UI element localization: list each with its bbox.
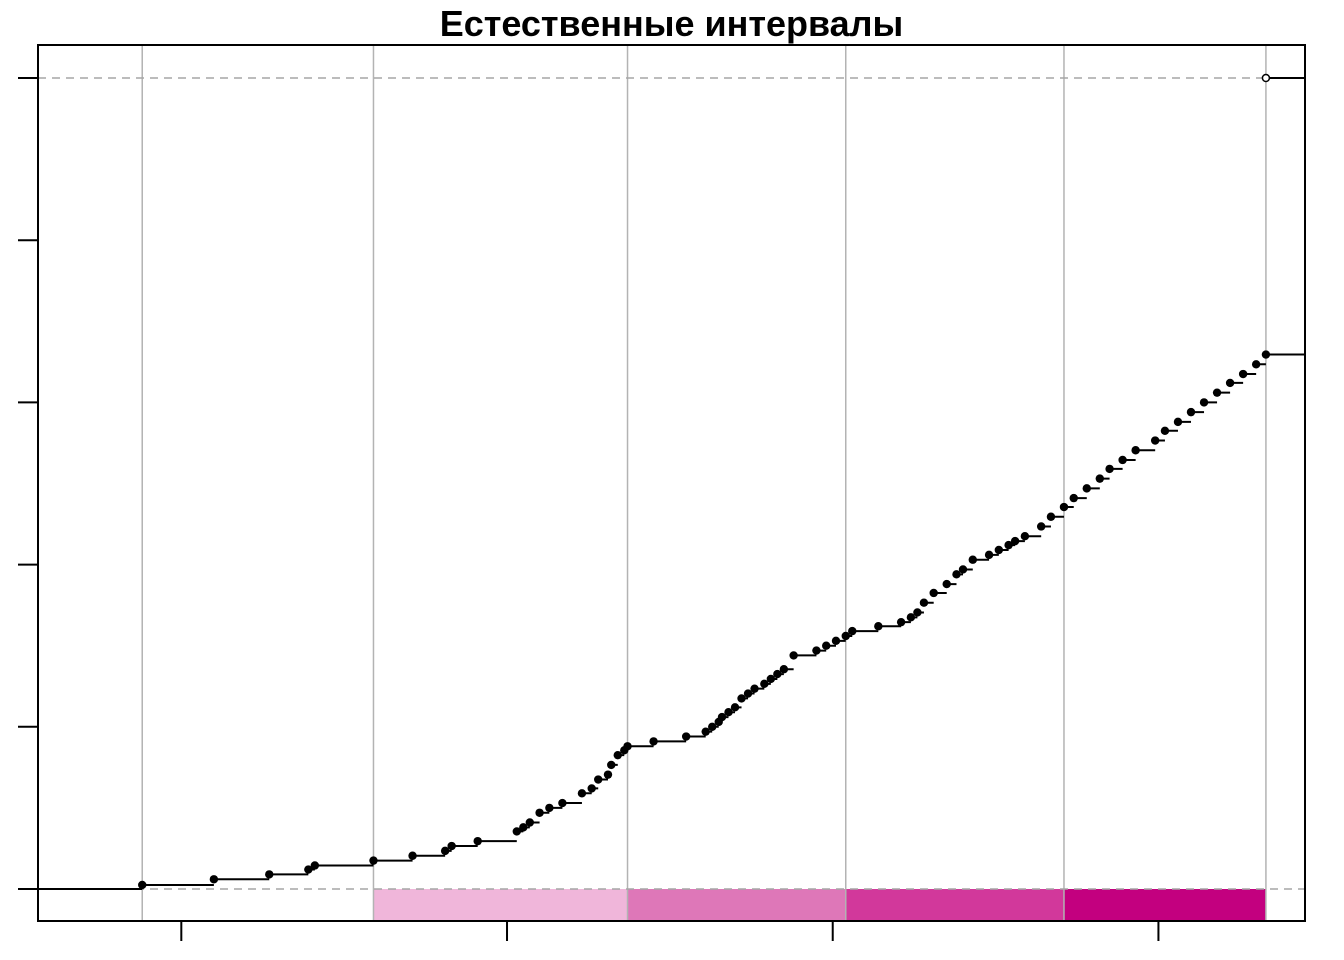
ecdf-point-51 bbox=[929, 588, 938, 598]
class-fill-5 bbox=[1063, 889, 1266, 921]
ecdf-point-5 bbox=[310, 861, 320, 870]
ecdf-point-79 bbox=[1261, 350, 1271, 359]
ecdf-point-19 bbox=[594, 775, 603, 784]
ecdf-step-line bbox=[38, 77, 1305, 890]
ecdf-point-66 bbox=[1095, 474, 1105, 483]
class-fill-2 bbox=[373, 889, 628, 921]
ecdf-point-21 bbox=[607, 760, 616, 770]
ecdf-point-16 bbox=[558, 798, 567, 808]
ecdf-point-39 bbox=[779, 665, 789, 674]
ecdf-point-7 bbox=[408, 851, 417, 860]
reference-lines bbox=[38, 77, 1305, 890]
ecdf-point-71 bbox=[1160, 426, 1170, 435]
ecdf-point-59 bbox=[1010, 536, 1020, 546]
ecdf-point-38 bbox=[773, 669, 782, 679]
ecdf-point-28 bbox=[708, 722, 717, 731]
plot-frame bbox=[37, 44, 1306, 922]
ecdf-point-18 bbox=[587, 784, 596, 793]
ecdf-point-70 bbox=[1150, 436, 1160, 445]
ecdf-point-13 bbox=[525, 818, 535, 827]
ecdf-point-62 bbox=[1046, 512, 1056, 521]
class-fill-layer bbox=[142, 889, 1266, 921]
ecdf-point-48 bbox=[906, 613, 916, 622]
ecdf-point-3 bbox=[265, 870, 274, 879]
ecdf-point-53 bbox=[952, 570, 961, 579]
ecdf-point-27 bbox=[701, 727, 710, 736]
ecdf-point-65 bbox=[1082, 484, 1091, 493]
ecdf-points bbox=[138, 73, 1271, 890]
ecdf-point-10 bbox=[473, 836, 482, 846]
ecdf-point-67 bbox=[1105, 464, 1114, 474]
ecdf-point-44 bbox=[841, 631, 850, 641]
ecdf-point-24 bbox=[623, 742, 632, 751]
ecdf-point-25 bbox=[649, 737, 658, 746]
ecdf-point-26 bbox=[681, 732, 691, 741]
ecdf-point-20 bbox=[603, 770, 613, 779]
ecdf-point-69 bbox=[1131, 446, 1140, 455]
ecdf-point-78 bbox=[1251, 360, 1261, 369]
ecdf-point-49 bbox=[913, 608, 922, 617]
ecdf-point-56 bbox=[984, 550, 994, 560]
ecdf-point-75 bbox=[1212, 388, 1222, 397]
ecdf-point-12 bbox=[519, 823, 528, 832]
ecdf-point-74 bbox=[1199, 398, 1209, 407]
ecdf-end-point bbox=[1261, 73, 1271, 83]
ecdf-point-45 bbox=[848, 626, 857, 636]
chart-title: Естественные интервалы bbox=[440, 3, 904, 44]
ecdf-point-46 bbox=[874, 622, 883, 631]
ecdf-point-32 bbox=[730, 703, 740, 712]
ecdf-point-14 bbox=[535, 808, 544, 817]
class-fill-3 bbox=[627, 889, 846, 921]
ecdf-point-31 bbox=[724, 708, 733, 717]
ecdf-point-77 bbox=[1238, 369, 1248, 379]
ecdf-point-68 bbox=[1118, 455, 1127, 465]
class-fill-1 bbox=[142, 889, 374, 921]
ecdf-point-43 bbox=[831, 636, 841, 646]
ecdf-point-1 bbox=[138, 880, 147, 890]
ecdf-point-8 bbox=[440, 846, 450, 856]
ecdf-point-57 bbox=[994, 545, 1004, 555]
ecdf-point-30 bbox=[717, 712, 727, 722]
axes bbox=[18, 77, 1160, 941]
ecdf-point-63 bbox=[1059, 502, 1069, 512]
ecdf-point-55 bbox=[968, 555, 977, 564]
ecdf-point-54 bbox=[958, 565, 968, 574]
ecdf-point-6 bbox=[369, 856, 378, 865]
class-break-lines bbox=[141, 45, 1267, 921]
ecdf-point-22 bbox=[613, 750, 622, 760]
ecdf-point-4 bbox=[304, 865, 313, 874]
ecdf-point-52 bbox=[942, 579, 951, 589]
ecdf-point-35 bbox=[750, 684, 759, 693]
ecdf-point-58 bbox=[1004, 540, 1013, 550]
ecdf-point-9 bbox=[447, 841, 456, 851]
ecdf-point-36 bbox=[760, 679, 769, 689]
ecdf-point-47 bbox=[896, 617, 906, 627]
ecdf-point-76 bbox=[1225, 378, 1235, 388]
ecdf-point-60 bbox=[1020, 532, 1030, 541]
ecdf-point-37 bbox=[766, 674, 776, 684]
ecdf-point-72 bbox=[1173, 417, 1183, 427]
ecdf-point-2 bbox=[209, 875, 219, 884]
ecdf-point-33 bbox=[737, 694, 746, 703]
ecdf-point-41 bbox=[812, 646, 821, 655]
ecdf-point-40 bbox=[789, 651, 798, 660]
ecdf-point-17 bbox=[577, 789, 587, 798]
ecdf-point-34 bbox=[743, 689, 753, 698]
ecdf-point-64 bbox=[1069, 493, 1078, 503]
ecdf-point-15 bbox=[545, 803, 554, 813]
ecdf-point-73 bbox=[1186, 407, 1196, 417]
ecdf-point-11 bbox=[512, 827, 521, 836]
ecdf-step-path bbox=[38, 353, 1305, 890]
ecdf-point-42 bbox=[822, 641, 831, 650]
class-fill-4 bbox=[845, 889, 1064, 921]
ecdf-point-50 bbox=[919, 598, 929, 607]
ecdf-point-61 bbox=[1036, 522, 1046, 531]
